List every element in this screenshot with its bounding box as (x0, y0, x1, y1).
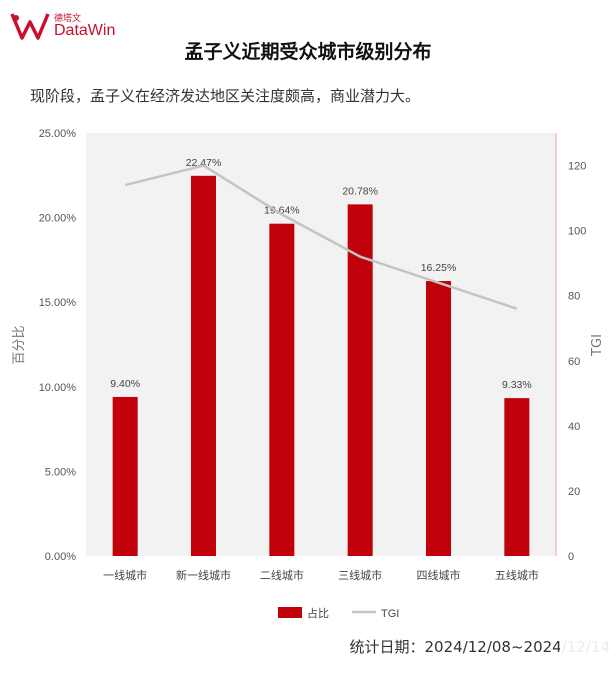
datawin-logo: 德塔文 DataWin (8, 8, 120, 46)
left-axis-title: 百分比 (12, 325, 27, 364)
legend-label-tgi: TGI (381, 608, 399, 620)
category-label: 新一线城市 (176, 568, 231, 582)
right-axis-tick-label: 80 (568, 291, 580, 303)
bar-3 (269, 223, 295, 556)
right-axis-title: TGI (590, 334, 605, 357)
bar-6 (504, 398, 530, 556)
category-label: 三线城市 (338, 568, 382, 582)
left-axis-tick-label: 15.00% (39, 297, 77, 309)
statistics-date: 统计日期：2024/12/08~2024/12/14 (349, 638, 610, 656)
bar-value-label: 9.33% (502, 379, 532, 391)
bar-value-label: 20.78% (342, 185, 378, 197)
bar-value-label: 16.25% (421, 262, 457, 274)
bar-1 (112, 396, 138, 556)
bar-value-label: 9.40% (110, 378, 140, 390)
category-label: 五线城市 (495, 568, 539, 582)
plot-area (86, 133, 556, 556)
left-axis-tick-label: 10.00% (39, 382, 77, 394)
tgi-line (124, 164, 518, 310)
left-axis-tick-label: 0.00% (45, 551, 76, 563)
category-label: 四线城市 (417, 568, 461, 582)
right-axis-tick-label: 60 (568, 356, 580, 368)
left-axis-tick-label: 20.00% (39, 213, 77, 225)
legend-swatch-share (278, 607, 302, 618)
category-label: 一线城市 (103, 568, 147, 582)
bar-5 (426, 281, 451, 556)
right-axis-tick-label: 120 (568, 161, 586, 173)
legend-label-share: 占比 (307, 606, 329, 620)
bar-4 (347, 204, 373, 556)
left-axis-tick-label: 25.00% (39, 128, 77, 140)
watermark-overlay (560, 640, 612, 668)
bar-value-label: 22.47% (186, 157, 222, 169)
chart-subtitle: 现阶段，孟子义在经济发达地区关注度颇高，商业潜力大。 (30, 87, 421, 105)
logo-english-text: DataWin (54, 22, 116, 39)
category-label: 二线城市 (260, 568, 304, 582)
right-axis-tick-label: 20 (568, 486, 580, 498)
bar-2 (191, 175, 216, 556)
datawin-logo-mark (10, 13, 50, 40)
right-axis-tick-label: 0 (568, 551, 574, 563)
right-axis-tick-label: 40 (568, 421, 580, 433)
logo-chinese-text: 德塔文 (54, 14, 82, 24)
combo-chart: 0.00% 5.00% 10.00% 15.00% 20.00% 25.00% 0 20 40 6… (12, 128, 605, 620)
chart-title: 孟子义近期受众城市级别分布 (184, 41, 432, 63)
right-axis-tick-label: 100 (568, 226, 586, 238)
left-axis-tick-label: 5.00% (45, 466, 76, 478)
